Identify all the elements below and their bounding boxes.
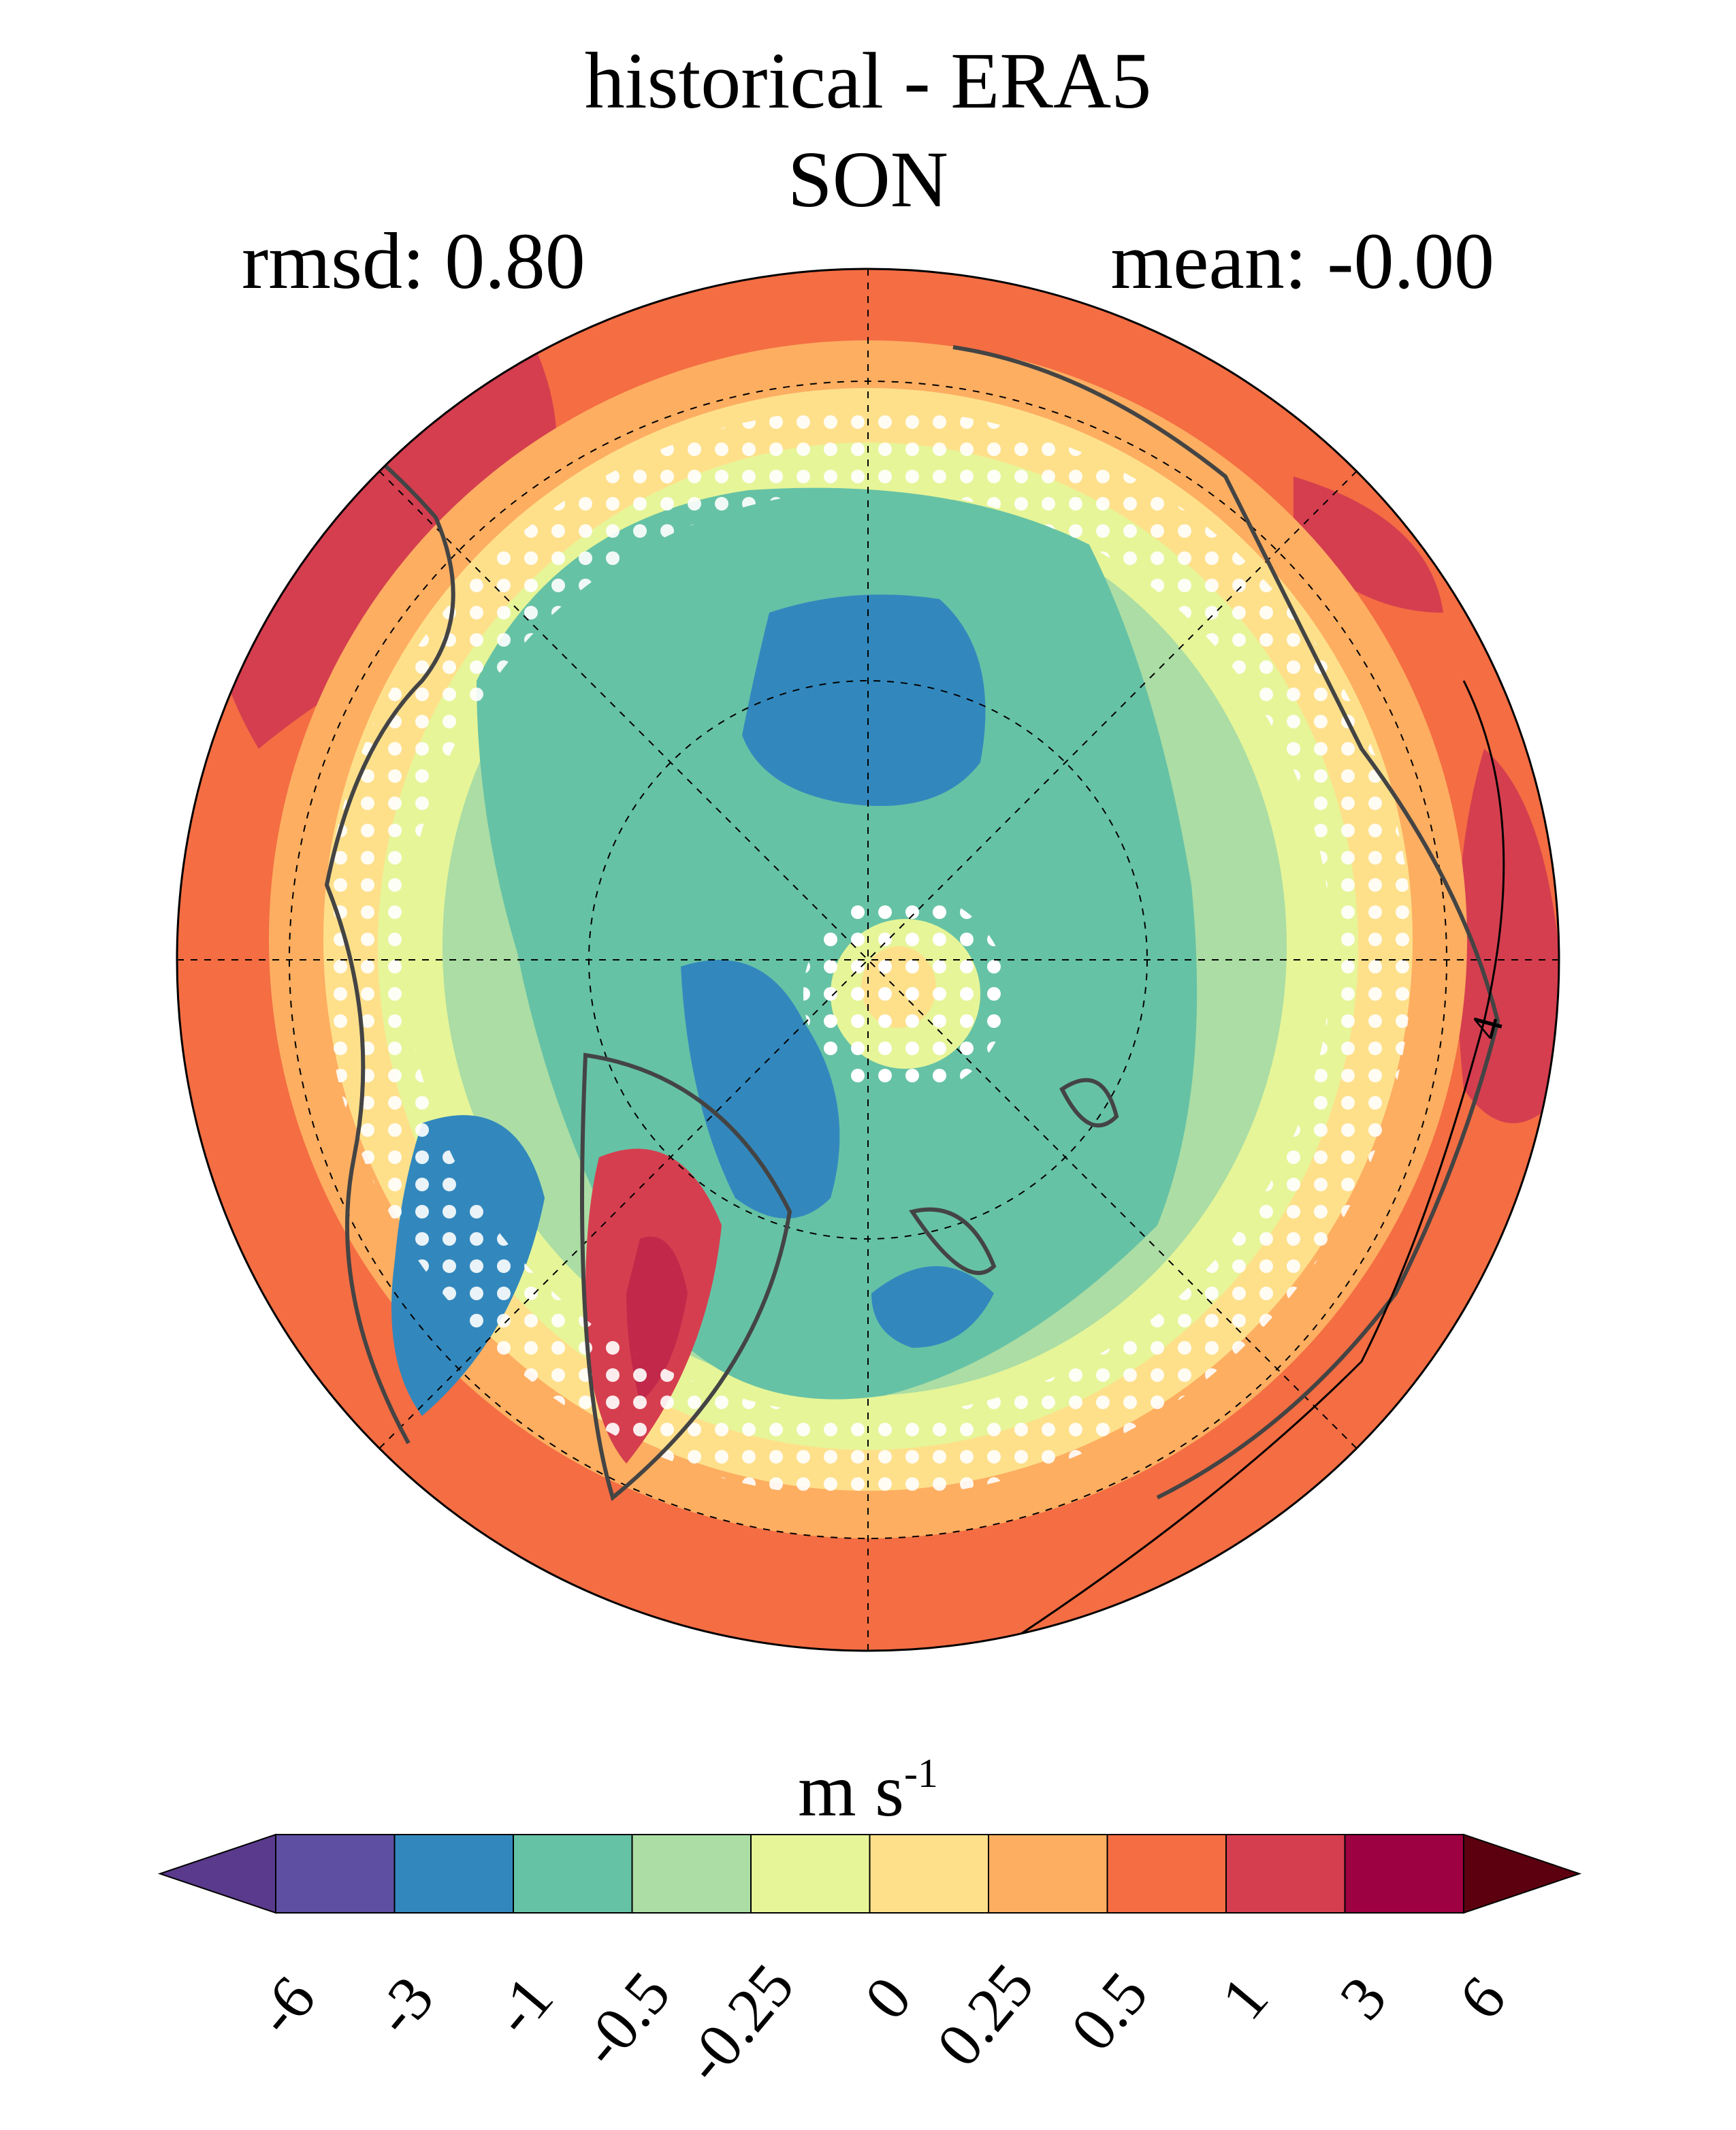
colorbar-under-arrow — [157, 1833, 276, 1914]
map-boundary — [176, 268, 1560, 1652]
units-base: m s — [798, 1749, 904, 1832]
colorbar-segment — [1225, 1834, 1346, 1914]
field-patch — [871, 1266, 994, 1348]
field-patch — [1457, 749, 1559, 1123]
colorbar-segment — [1106, 1834, 1227, 1914]
units-exponent: -1 — [903, 1751, 938, 1796]
mean-label: mean: -0.00 — [1110, 216, 1494, 306]
colorbar-over-arrow — [1463, 1833, 1582, 1914]
graticule — [177, 269, 1559, 1651]
map-field — [177, 269, 1559, 1651]
field-patch — [1293, 477, 1443, 613]
colorbar-segment — [513, 1834, 633, 1914]
season-label: SON — [787, 135, 949, 224]
plot-title: historical - ERA5 — [584, 36, 1152, 125]
colorbar-segment — [988, 1834, 1108, 1914]
units-label: m s-1 — [0, 1753, 1736, 1828]
rmsd-label: rmsd: 0.80 — [242, 216, 585, 306]
colorbar-segment — [631, 1834, 752, 1914]
contour-line — [1020, 680, 1505, 1635]
polar-map: 4 — [176, 268, 1560, 1652]
field-patch — [681, 960, 840, 1219]
coastlines — [224, 345, 1500, 1502]
colorbar-segment — [869, 1834, 989, 1914]
stipple-region — [803, 892, 1008, 1096]
colorbar-segment — [393, 1834, 514, 1914]
colorbar-segment — [275, 1834, 396, 1914]
colorbar-segment — [750, 1834, 871, 1914]
colorbar-segment — [1344, 1834, 1464, 1914]
field-patch — [742, 594, 986, 806]
